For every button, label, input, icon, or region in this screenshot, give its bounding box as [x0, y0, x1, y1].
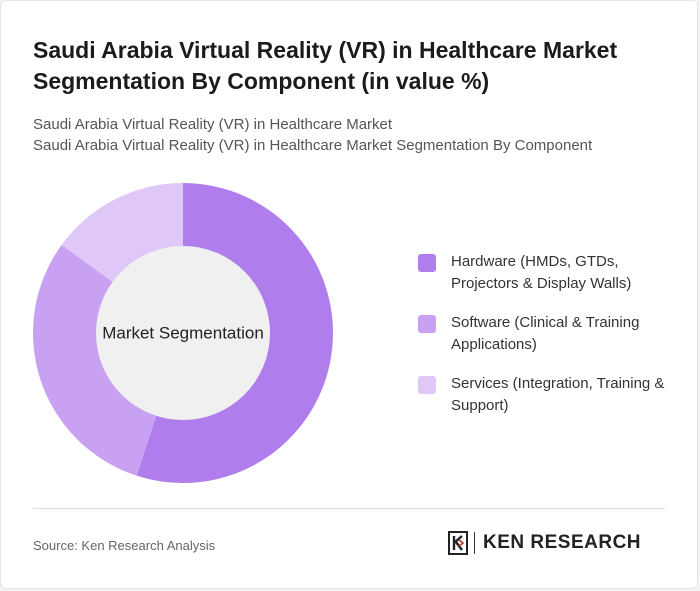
source-note: Source: Ken Research Analysis: [33, 538, 216, 553]
legend-swatch-services: [418, 376, 436, 394]
legend-item-services: Services (Integration, Training & Suppor…: [418, 373, 688, 417]
ken-logo-icon: [448, 531, 468, 555]
donut-center-label: Market Segmentation: [102, 324, 264, 343]
donut-chart: Market Segmentation: [32, 183, 333, 483]
legend-swatch-software: [418, 315, 436, 333]
legend-item-hardware: Hardware (HMDs, GTDs, Projectors & Displ…: [418, 251, 688, 295]
subtitle-line-1: Saudi Arabia Virtual Reality (VR) in Hea…: [33, 116, 393, 133]
footer-divider: [33, 508, 665, 509]
legend-label-services: Services (Integration, Training & Suppor…: [451, 375, 665, 414]
legend-label-software: Software (Clinical & Training Applicatio…: [451, 314, 640, 353]
chart-subtitle: Saudi Arabia Virtual Reality (VR) in Hea…: [33, 114, 683, 156]
logo-text: KEN RESEARCH: [483, 532, 642, 553]
legend-swatch-hardware: [418, 254, 436, 272]
chart-title: Saudi Arabia Virtual Reality (VR) in Hea…: [33, 37, 618, 94]
logo-separator: [474, 532, 475, 554]
legend-item-software: Software (Clinical & Training Applicatio…: [418, 312, 688, 356]
donut-hole: [96, 246, 270, 420]
ken-research-logo: KEN RESEARCH: [448, 531, 641, 555]
chart-legend: Hardware (HMDs, GTDs, Projectors & Displ…: [418, 251, 688, 434]
subtitle-line-2: Saudi Arabia Virtual Reality (VR) in Hea…: [33, 137, 593, 154]
legend-label-hardware: Hardware (HMDs, GTDs, Projectors & Displ…: [451, 253, 632, 292]
